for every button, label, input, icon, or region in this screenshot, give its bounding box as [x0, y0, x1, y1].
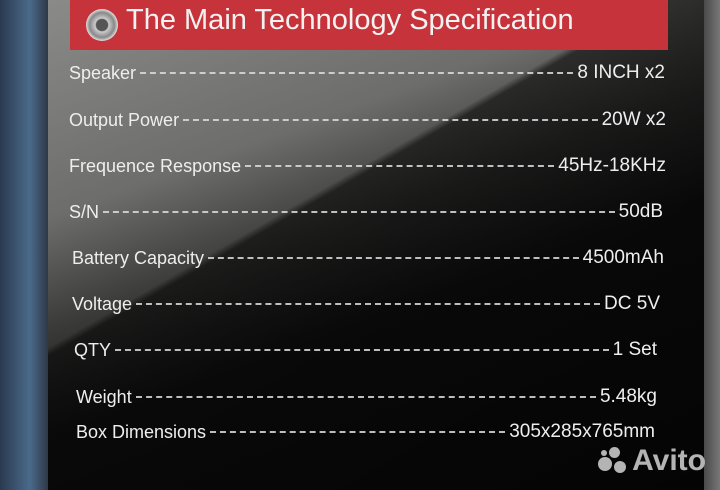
- spec-value: 5.48kg: [599, 386, 657, 407]
- spec-row: Output Power 20W x2: [69, 108, 666, 132]
- dotted-leader: [183, 119, 598, 121]
- avito-logo-icon: [598, 447, 628, 475]
- spec-value: 1 Set: [612, 339, 657, 360]
- spec-value: 20W x2: [601, 109, 666, 130]
- spec-value: 4500mAh: [582, 247, 664, 268]
- spec-row: Box Dimensions 305x285x765mm: [76, 420, 655, 444]
- spec-label: Box Dimensions: [76, 421, 207, 442]
- spec-label: Output Power: [69, 109, 180, 130]
- spec-value: 305x285x765mm: [509, 421, 655, 442]
- spec-label: Weight: [76, 386, 132, 407]
- dotted-leader: [208, 257, 579, 259]
- dotted-leader: [135, 396, 596, 398]
- avito-watermark: Avito: [598, 444, 706, 478]
- spec-label: Voltage: [72, 293, 133, 314]
- spec-row: Frequence Response 45Hz-18KHz: [69, 154, 666, 178]
- spec-label: QTY: [74, 339, 112, 360]
- spec-label: Frequence Response: [69, 155, 242, 176]
- dotted-leader: [245, 165, 555, 167]
- background-left: [0, 0, 50, 490]
- avito-text: Avito: [632, 444, 706, 477]
- spec-row: Weight 5.48kg: [76, 385, 657, 409]
- spec-value: 45Hz-18KHz: [558, 155, 666, 176]
- dotted-leader: [140, 72, 574, 74]
- spec-label: Speaker: [69, 62, 137, 83]
- spec-row: QTY 1 Set: [74, 338, 657, 362]
- speaker-icon: [86, 9, 118, 41]
- spec-row: S/N 50dB: [69, 200, 663, 224]
- spec-value: DC 5V: [604, 293, 660, 314]
- spec-box: The Main Technology Specification: [48, 0, 704, 490]
- dotted-leader: [103, 211, 615, 213]
- dotted-leader: [115, 349, 609, 351]
- title-banner: [70, 0, 668, 50]
- background-right: [702, 0, 720, 490]
- dotted-leader: [136, 303, 601, 305]
- page-title: The Main Technology Specification: [126, 4, 574, 36]
- diagonal-shade: [48, 0, 704, 490]
- spec-label: Battery Capacity: [72, 247, 205, 268]
- spec-row: Battery Capacity 4500mAh: [72, 246, 664, 270]
- spec-value: 8 INCH x2: [577, 62, 665, 83]
- spec-row: Speaker 8 INCH x2: [69, 61, 665, 85]
- spec-label: S/N: [69, 201, 100, 222]
- spec-row: Voltage DC 5V: [72, 292, 660, 316]
- dotted-leader: [210, 431, 506, 433]
- spec-value: 50dB: [618, 201, 663, 222]
